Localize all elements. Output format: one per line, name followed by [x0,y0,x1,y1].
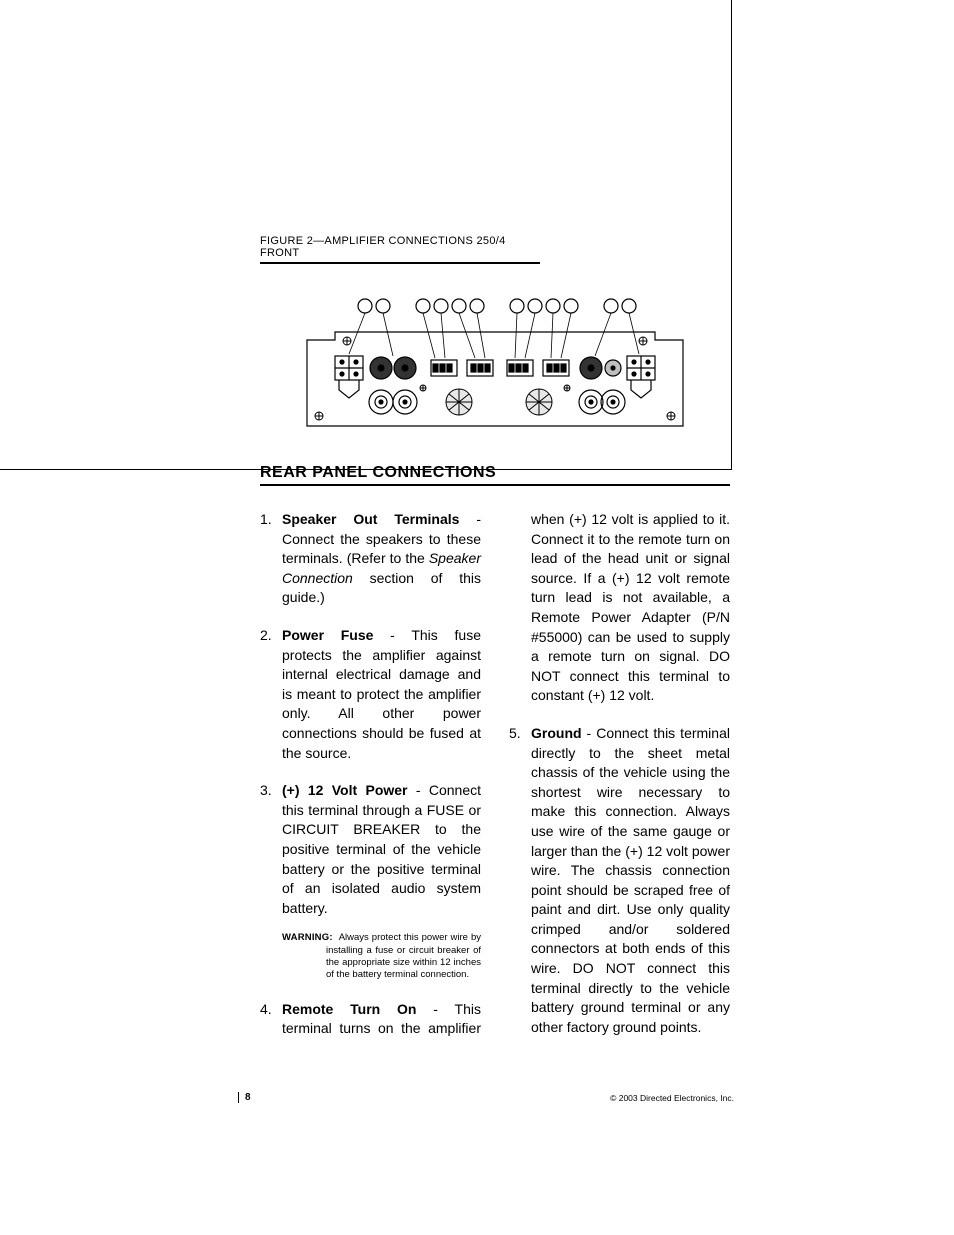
amplifier-diagram [295,294,695,434]
item-title: Remote Turn On [282,1001,416,1017]
item-title: Speaker Out Terminals [282,511,459,527]
figure-caption: FIGURE 2—AMPLIFIER CONNECTIONS 250/4 FRO… [260,235,540,264]
warning-label: WARNING: [282,932,333,943]
page-footer: 8 © 2003 Directed Electronics, Inc. [238,1092,734,1103]
list-item-2: Power Fuse - This fuse protects the ampl… [260,626,481,763]
section-title: REAR PANEL CONNECTIONS [260,464,730,486]
list-item-1: Speaker Out Terminals - Connect the spea… [260,510,481,608]
item-title: Ground [531,725,582,741]
page-number: 8 [238,1092,251,1103]
warning-note: WARNING: Always protect this power wire … [282,932,481,981]
content-columns: Speaker Out Terminals - Connect the spea… [260,510,730,1047]
page-content: FIGURE 2—AMPLIFIER CONNECTIONS 250/4 FRO… [260,235,730,1047]
copyright-text: © 2003 Directed Electronics, Inc. [610,1093,734,1103]
list-item-3: (+) 12 Volt Power - Connect this termina… [260,781,481,982]
item-title: Power Fuse [282,627,373,643]
connections-list: Speaker Out Terminals - Connect the spea… [260,510,730,1047]
list-item-5: Ground - Connect this terminal directly … [509,724,730,1038]
item-title: (+) 12 Volt Power [282,782,408,798]
